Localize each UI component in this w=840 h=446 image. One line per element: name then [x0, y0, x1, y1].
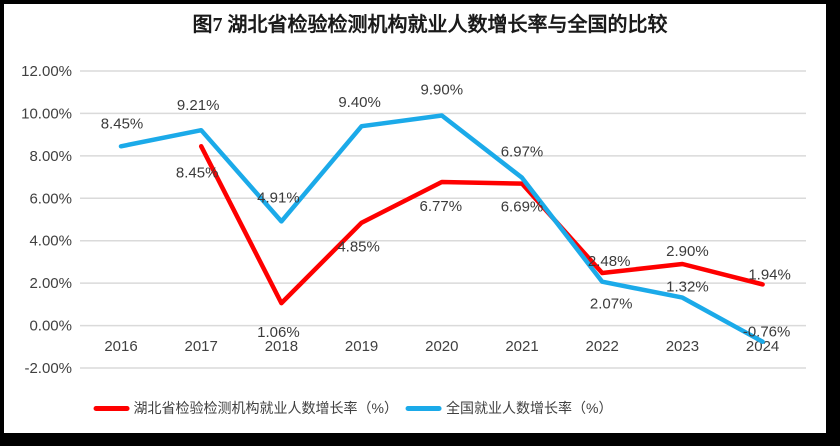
x-axis-tick-label: 2017	[185, 338, 218, 355]
series-line-hubei	[198, 144, 765, 306]
x-axis-tick-label: 2022	[586, 338, 619, 355]
y-axis-tick-label: 10.00%	[21, 105, 72, 122]
x-axis-tick-label: 2024	[746, 338, 779, 355]
legend-item-national: 全国就业人数增长率（%）	[406, 398, 612, 418]
legend-item-hubei: 湖北省检验检测机构就业人数增长率（%）	[93, 398, 398, 418]
y-axis-tick-label: 0.00%	[29, 318, 72, 335]
data-label-national: -0.76%	[743, 324, 791, 341]
y-axis-tick-label: 6.00%	[29, 190, 72, 207]
y-axis-tick-label: 4.00%	[29, 233, 72, 250]
y-axis-tick-label: 12.00%	[21, 63, 72, 80]
data-label-national: 2.07%	[590, 296, 633, 313]
x-axis-tick-label: 2018	[265, 338, 298, 355]
x-axis-tick-label: 2023	[666, 338, 699, 355]
legend-line-blue-icon	[406, 405, 442, 411]
y-axis-tick-label: -2.00%	[24, 360, 72, 377]
data-label-hubei: 1.06%	[257, 324, 300, 341]
legend-line-red-icon	[93, 405, 130, 411]
x-axis-tick-label: 2019	[345, 338, 378, 355]
data-label-national: 6.97%	[501, 144, 544, 161]
y-axis-tick-label: 8.00%	[29, 148, 72, 165]
data-label-national: 8.45%	[101, 115, 144, 132]
data-label-hubei: 4.85%	[337, 239, 380, 256]
legend-label-national: 全国就业人数增长率（%）	[446, 400, 613, 416]
data-label-hubei: 1.94%	[748, 266, 791, 283]
data-label-national: 9.40%	[338, 94, 381, 111]
data-label-hubei: 8.45%	[176, 164, 219, 181]
data-label-national: 1.32%	[666, 279, 709, 296]
data-label-national: 4.91%	[257, 189, 300, 206]
data-label-hubei: 6.69%	[501, 199, 544, 216]
series-line-national	[118, 113, 765, 344]
chart-title: 图7 湖北省检验检测机构就业人数增长率与全国的比较	[192, 14, 668, 36]
data-label-national: 9.90%	[421, 82, 464, 99]
plot-background	[4, 4, 826, 433]
x-axis-tick-label: 2020	[425, 338, 458, 355]
x-axis-tick-label: 2021	[505, 338, 538, 355]
data-label-hubei: 6.77%	[420, 198, 463, 215]
legend-label-hubei: 湖北省检验检测机构就业人数增长率（%）	[133, 400, 398, 416]
y-axis-tick-label: 2.00%	[29, 275, 72, 292]
x-axis-tick-label: 2016	[104, 338, 137, 355]
data-label-national: 9.21%	[177, 97, 220, 114]
legend: 湖北省检验检测机构就业人数增长率（%） 全国就业人数增长率（%）	[93, 398, 612, 418]
data-label-hubei: 2.90%	[666, 243, 709, 260]
data-label-hubei: 2.48%	[588, 253, 631, 270]
